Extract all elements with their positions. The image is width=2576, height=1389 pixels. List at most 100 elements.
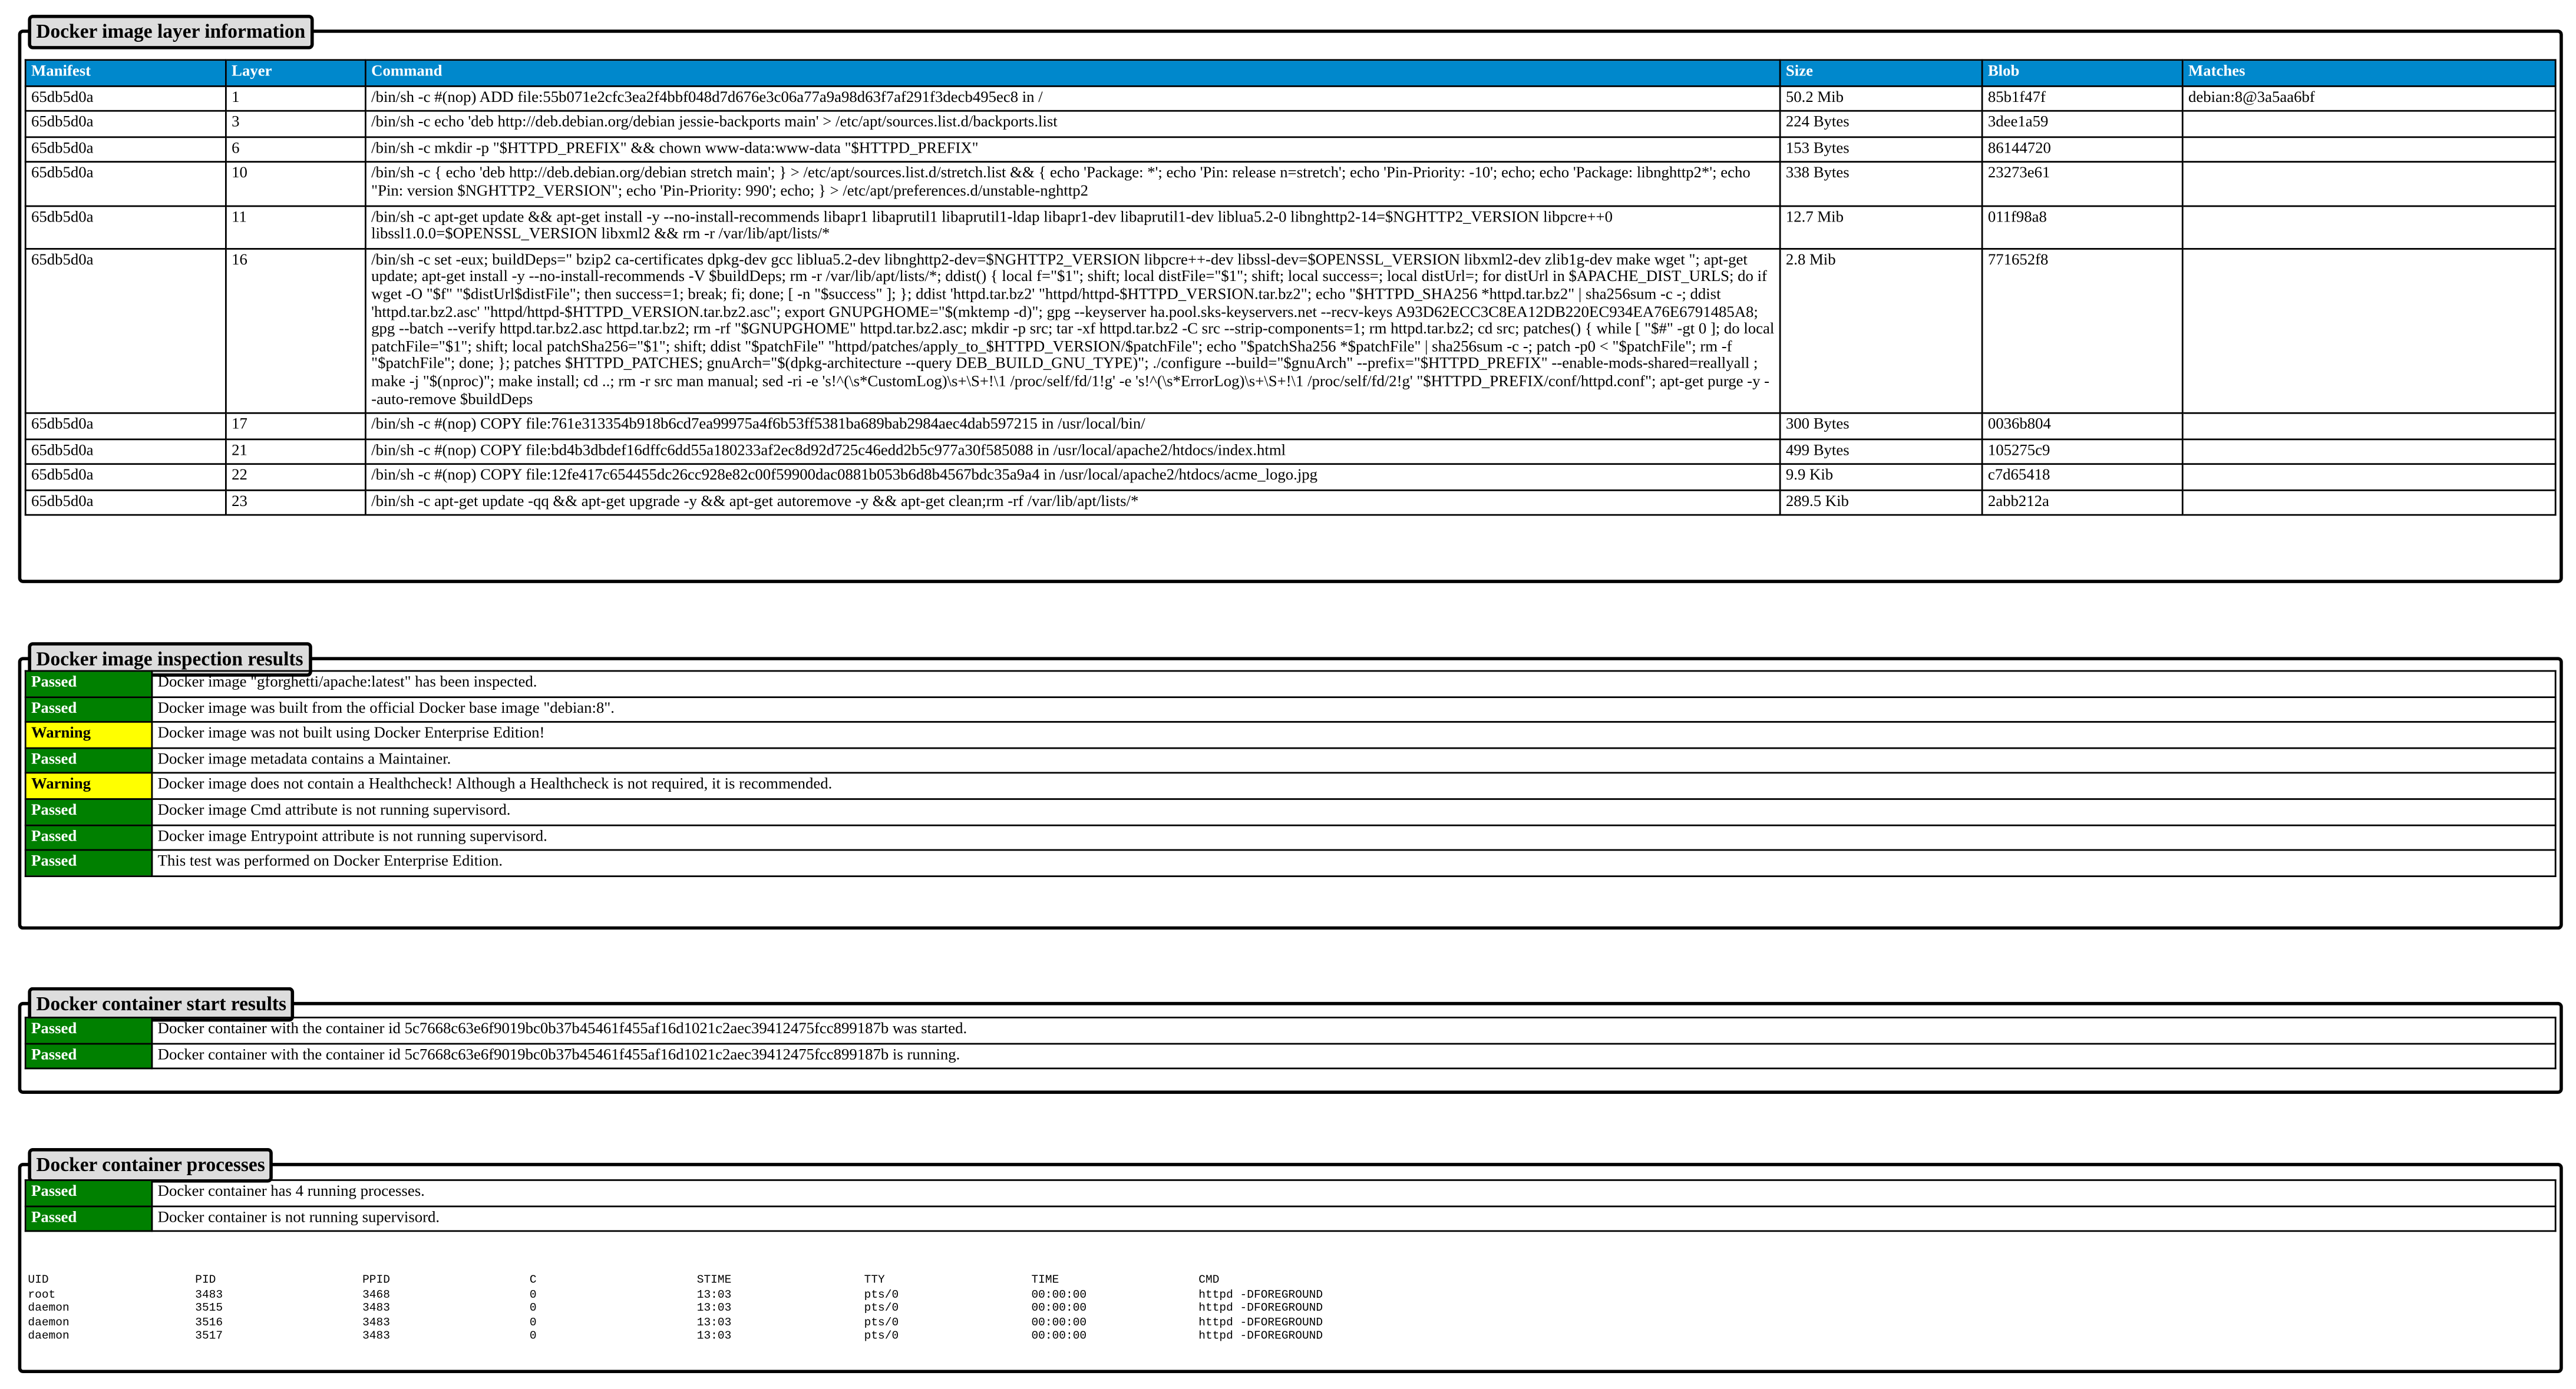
ps-cell: 0 <box>529 1331 537 1344</box>
ps-cell: 00:00:00 <box>1031 1302 1087 1316</box>
command-cell: /bin/sh -c echo 'deb http://deb.debian.o… <box>365 110 1781 138</box>
ps-row: daemon 3516 3483 0 13:03 pts/0 00:00:00 httpd -… <box>28 1317 1366 1331</box>
column-header-matches: Matches <box>2181 59 2557 87</box>
size-cell: 2.8 Mib <box>1779 247 1983 414</box>
result-message: Docker image "gforghetti/apache:latest" … <box>151 670 2557 697</box>
result-message: Docker image was built from the official… <box>151 696 2557 723</box>
ps-cell: 13:03 <box>696 1331 732 1344</box>
table-row: 65db5d0a 6/bin/sh -c mkdir -p "$HTTPD_PRE… <box>24 135 2557 164</box>
layer-cell: 17 <box>224 412 366 440</box>
start-section: Docker container start results Passed Doc… <box>18 987 2563 1094</box>
command-cell: /bin/sh -c #(nop) COPY file:12fe417c6544… <box>365 464 1781 491</box>
ps-cell: daemon <box>28 1302 70 1316</box>
ps-cell: pts/0 <box>864 1288 899 1302</box>
layer-cell: 3 <box>224 110 366 138</box>
ps-cell: 3483 <box>362 1317 390 1330</box>
table-header-row: Manifest Layer Command Size Blob Matches <box>24 59 2557 87</box>
ps-column-header: PID <box>195 1274 216 1288</box>
command-cell: /bin/sh -c mkdir -p "$HTTPD_PREFIX" && c… <box>365 135 1781 164</box>
ps-column-header: PPID <box>362 1274 390 1288</box>
result-message: Docker container with the container id 5… <box>151 1016 2557 1044</box>
command-cell: /bin/sh -c set -eux; buildDeps=" bzip2 c… <box>365 247 1781 414</box>
result-message: Docker container has 4 running processes… <box>151 1179 2557 1207</box>
layer-table: Manifest Layer Command Size Blob Matches 65db… <box>24 59 2557 517</box>
ps-cell: 13:03 <box>696 1302 732 1316</box>
command-cell: /bin/sh -c apt-get update -qq && apt-get… <box>365 489 1781 517</box>
ps-cell: pts/0 <box>864 1302 899 1316</box>
manifest-cell: 65db5d0a <box>24 489 227 517</box>
ps-cell: 3483 <box>362 1302 390 1316</box>
blob-cell: 23273e61 <box>1981 161 2184 207</box>
column-header-size: Size <box>1779 59 1983 87</box>
matches-cell <box>2181 161 2557 207</box>
size-cell: 50.2 Mib <box>1779 84 1983 113</box>
ps-cell: httpd -DFOREGROUND <box>1198 1331 1323 1344</box>
result-row: Passed Docker container with the containe… <box>24 1016 2557 1044</box>
blob-cell: 0036b804 <box>1981 412 2184 440</box>
manifest-cell: 65db5d0a <box>24 161 227 207</box>
blob-cell: 2abb212a <box>1981 489 2184 517</box>
ps-cell: 00:00:00 <box>1031 1331 1087 1344</box>
matches-cell <box>2181 204 2557 250</box>
manifest-cell: 65db5d0a <box>24 110 227 138</box>
status-badge: Passed <box>24 824 153 851</box>
blob-cell: 771652f8 <box>1981 247 2184 414</box>
manifest-cell: 65db5d0a <box>24 204 227 250</box>
status-badge: Passed <box>24 1016 153 1044</box>
result-row: Passed This test was performed on Docker … <box>24 849 2557 877</box>
ps-cell: httpd -DFOREGROUND <box>1198 1302 1323 1316</box>
table-row: 65db5d0a 17/bin/sh -c #(nop) COPY file:76… <box>24 412 2557 440</box>
section-title: Docker container processes <box>28 1148 273 1183</box>
ps-row: daemon 3515 3483 0 13:03 pts/0 00:00:00 httpd -… <box>28 1303 1366 1317</box>
layer-info-section: Docker image layer information Manifest L… <box>18 15 2563 583</box>
command-cell: /bin/sh -c apt-get update && apt-get ins… <box>365 204 1781 250</box>
result-row: Passed Docker image was built from the of… <box>24 696 2557 723</box>
command-cell: /bin/sh -c #(nop) COPY file:bd4b3dbdef16… <box>365 438 1781 465</box>
status-badge: Warning <box>24 721 153 749</box>
size-cell: 9.9 Kib <box>1779 464 1983 491</box>
table-row: 65db5d0a 23/bin/sh -c apt-get update -qq … <box>24 489 2557 517</box>
manifest-cell: 65db5d0a <box>24 412 227 440</box>
ps-cell: 3483 <box>362 1331 390 1344</box>
column-header-blob: Blob <box>1981 59 2184 87</box>
command-cell: /bin/sh -c #(nop) ADD file:55b071e2cfc3e… <box>365 84 1781 113</box>
table-row: 65db5d0a 3/bin/sh -c echo 'deb http://deb… <box>24 110 2557 138</box>
size-cell: 289.5 Kib <box>1779 489 1983 517</box>
result-row: Warning Docker image does not contain a H… <box>24 772 2557 800</box>
layer-cell: 6 <box>224 135 366 164</box>
result-message: Docker container with the container id 5… <box>151 1042 2557 1070</box>
status-badge: Passed <box>24 1042 153 1070</box>
ps-cell: 3468 <box>362 1288 390 1302</box>
column-header-manifest: Manifest <box>24 59 227 87</box>
ps-cell: pts/0 <box>864 1331 899 1344</box>
ps-column-header: UID <box>28 1274 49 1288</box>
size-cell: 300 Bytes <box>1779 412 1983 440</box>
result-message: Docker image metadata contains a Maintai… <box>151 747 2557 775</box>
result-message: Docker container is not running supervis… <box>151 1205 2557 1232</box>
ps-column-header: TIME <box>1031 1274 1059 1288</box>
table-row: 65db5d0a 21/bin/sh -c #(nop) COPY file:bd… <box>24 438 2557 465</box>
layer-cell: 23 <box>224 489 366 517</box>
result-row: Passed Docker container has 4 running pro… <box>24 1179 2557 1207</box>
manifest-cell: 65db5d0a <box>24 84 227 113</box>
size-cell: 153 Bytes <box>1779 135 1983 164</box>
size-cell: 338 Bytes <box>1779 161 1983 207</box>
matches-cell <box>2181 247 2557 414</box>
ps-header-row: UID PID PPID C STIME TTY TIME CMD <box>28 1275 1366 1289</box>
ps-cell: pts/0 <box>864 1317 899 1330</box>
matches-cell <box>2181 489 2557 517</box>
processes-table: Passed Docker container has 4 running pro… <box>24 1179 2557 1232</box>
blob-cell: 105275c9 <box>1981 438 2184 465</box>
ps-cell: 0 <box>529 1288 537 1302</box>
blob-cell: 85b1f47f <box>1981 84 2184 113</box>
ps-cell: root <box>28 1288 56 1302</box>
status-badge: Passed <box>24 849 153 877</box>
ps-cell: 0 <box>529 1302 537 1316</box>
status-badge: Passed <box>24 1179 153 1207</box>
blob-cell: c7d65418 <box>1981 464 2184 491</box>
layer-cell: 10 <box>224 161 366 207</box>
result-message: Docker image was not built using Docker … <box>151 721 2557 749</box>
result-row: Passed Docker image metadata contains a M… <box>24 747 2557 775</box>
blob-cell: 3dee1a59 <box>1981 110 2184 138</box>
column-header-layer: Layer <box>224 59 366 87</box>
